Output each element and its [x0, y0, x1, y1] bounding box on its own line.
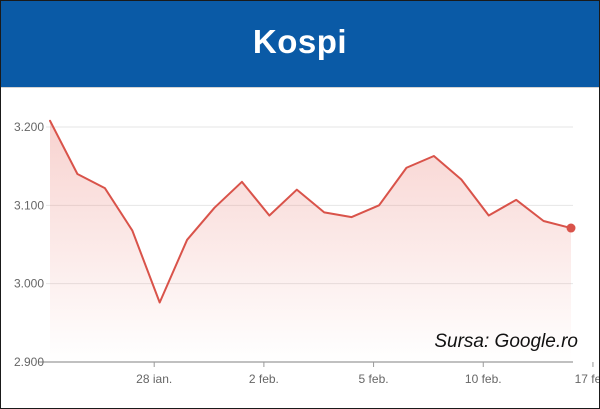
- data-point: [322, 210, 326, 214]
- chart-title: Kospi: [252, 23, 348, 60]
- data-point: [295, 188, 299, 192]
- data-point: [377, 203, 381, 207]
- data-point: [48, 119, 52, 123]
- x-tick-label: 17 feb.: [575, 372, 599, 386]
- data-point: [213, 206, 217, 210]
- source-note: Sursa: Google.ro: [434, 331, 578, 352]
- data-point: [103, 186, 107, 190]
- data-point: [404, 166, 408, 170]
- data-point: [432, 154, 436, 158]
- data-point: [240, 180, 244, 184]
- x-tick-label: 5 feb.: [359, 372, 389, 386]
- data-point: [130, 228, 134, 232]
- y-tick-label: 2.900: [14, 355, 44, 369]
- y-tick-label: 3.200: [14, 120, 44, 134]
- data-point: [459, 177, 463, 181]
- data-point: [75, 172, 79, 176]
- y-tick-label: 3.100: [14, 198, 44, 212]
- data-point: [267, 214, 271, 218]
- y-tick-label: 3.000: [14, 277, 44, 291]
- series-area: [50, 120, 571, 362]
- data-point: [487, 214, 491, 218]
- kospi-line-chart: 3.200 3.100 3.000 2.900 28 ian. 2 feb. 5 feb. 1…: [14, 119, 599, 386]
- x-tick-label: 2 feb.: [249, 372, 279, 386]
- x-tick-label: 10 feb.: [465, 372, 502, 386]
- last-point-marker: [566, 223, 576, 233]
- data-point: [514, 198, 518, 202]
- data-point: [350, 215, 354, 219]
- plot-area: 3.200 3.100 3.000 2.900 28 ian. 2 feb. 5 feb. 1…: [1, 89, 599, 408]
- data-point: [158, 300, 162, 304]
- header-bar: Kospi: [1, 1, 599, 88]
- x-tick-label: 28 ian.: [136, 372, 172, 386]
- data-point: [185, 238, 189, 242]
- series-line: [49, 119, 572, 304]
- data-point: [542, 219, 546, 223]
